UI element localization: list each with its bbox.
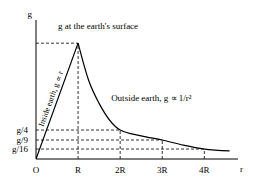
svg-text:3R: 3R: [157, 165, 168, 175]
svg-text:g/16: g/16: [12, 144, 29, 154]
svg-text:2R: 2R: [115, 165, 126, 175]
svg-text:g at the earth's surface: g at the earth's surface: [58, 21, 138, 31]
svg-text:r: r: [240, 164, 243, 174]
svg-text:R: R: [75, 165, 81, 175]
svg-text:g: g: [28, 9, 33, 19]
svg-text:O: O: [33, 165, 40, 175]
svg-text:Outside earth, g ∝ 1/r²: Outside earth, g ∝ 1/r²: [111, 93, 192, 103]
svg-text:Inside earth, g ∝ r: Inside earth, g ∝ r: [37, 70, 65, 128]
svg-text:g/4: g/4: [16, 125, 28, 135]
svg-text:g/9: g/9: [16, 135, 28, 145]
svg-text:4R: 4R: [199, 165, 210, 175]
